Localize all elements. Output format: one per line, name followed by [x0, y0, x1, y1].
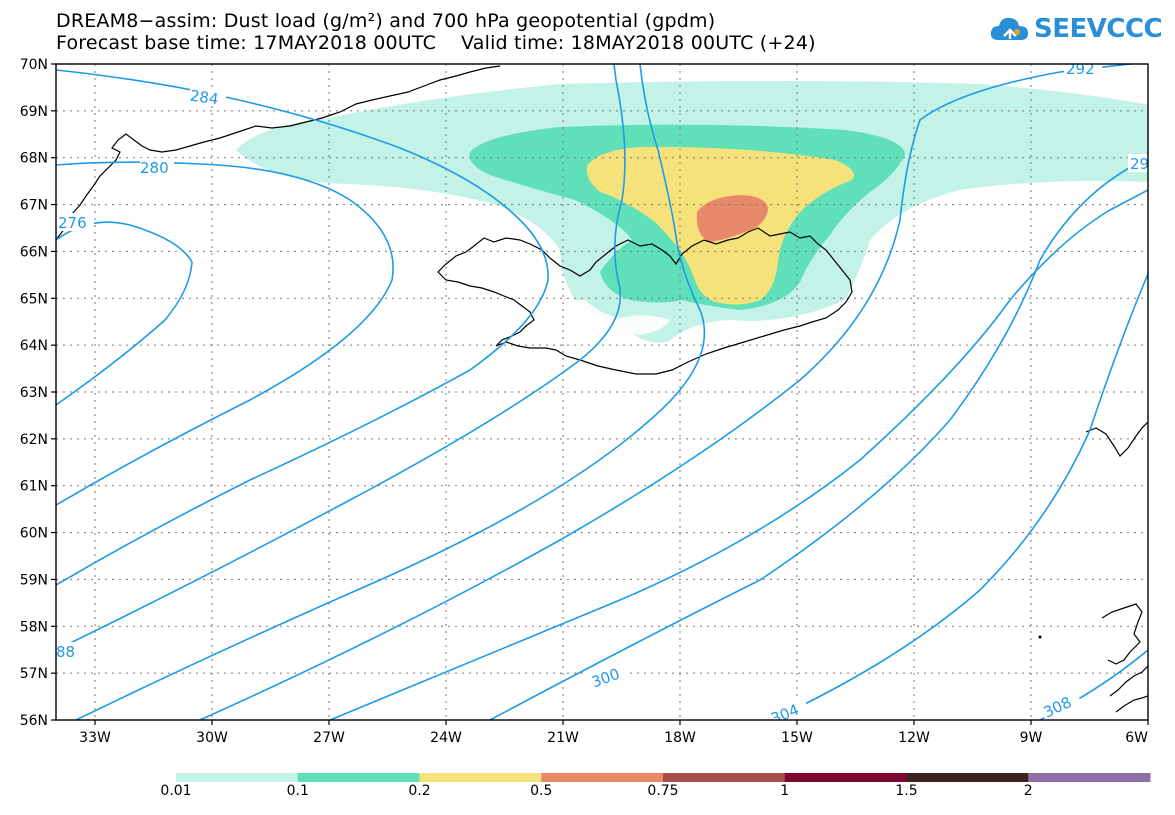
lon-label-6W: 6W	[1125, 730, 1148, 746]
chart-title: DREAM8−assim: Dust load (g/m²) and 700 h…	[56, 10, 716, 32]
colorbar-segment	[176, 773, 299, 782]
lon-label-33W: 33W	[79, 730, 111, 746]
colorbar-segment	[541, 773, 664, 782]
geopotential-contours	[56, 64, 1148, 720]
greenland-coastline	[56, 65, 501, 241]
lon-label-18W: 18W	[664, 730, 696, 746]
lat-label-69N: 69N	[20, 104, 48, 120]
scotland-coastline	[1109, 665, 1148, 697]
contour-label-276: 276	[58, 214, 87, 232]
lat-label-70N: 70N	[20, 57, 48, 73]
title-block: DREAM8−assim: Dust load (g/m²) and 700 h…	[56, 10, 816, 54]
lat-label-63N: 63N	[20, 385, 48, 401]
contour-284	[56, 69, 549, 586]
colorbar-label: 0.01	[160, 783, 192, 799]
lat-label-56N: 56N	[20, 713, 48, 729]
lat-label-59N: 59N	[20, 572, 48, 588]
contour-label-288: 88	[56, 643, 75, 661]
logo-text: SEEVCCC	[1034, 14, 1163, 44]
contour-280	[56, 161, 394, 506]
lon-label-21W: 21W	[547, 730, 579, 746]
colorbar-segment	[419, 773, 542, 782]
lon-label-24W: 24W	[430, 730, 462, 746]
colorbar-label: 1	[780, 783, 790, 799]
colorbar-label: 0.75	[647, 783, 679, 799]
colorbar-segment	[1028, 773, 1151, 782]
colorbar-label: 2	[1023, 783, 1033, 799]
colorbar-segment	[906, 773, 1029, 782]
lat-label-60N: 60N	[20, 526, 48, 542]
colorbar-label: 0.2	[408, 783, 431, 799]
contour-label-292: 292	[1066, 60, 1095, 78]
lat-label-58N: 58N	[20, 619, 48, 635]
lon-label-30W: 30W	[196, 730, 228, 746]
forecast-times: Forecast base time: 17MAY2018 00UTC Vali…	[56, 32, 816, 54]
contour-label-284: 284	[189, 87, 220, 109]
colorbar-segment	[297, 773, 420, 782]
lon-label-27W: 27W	[313, 730, 345, 746]
shetland-coastline	[1101, 603, 1143, 665]
lat-label-65N: 65N	[20, 291, 48, 307]
lat-label-64N: 64N	[20, 338, 48, 354]
lat-label-68N: 68N	[20, 151, 48, 167]
seevccc-logo: SEEVCCC	[990, 14, 1163, 44]
colorbar	[176, 773, 1151, 782]
contour-296b	[489, 157, 1148, 720]
colorbar-label: 1.5	[895, 783, 918, 799]
lat-label-62N: 62N	[20, 432, 48, 448]
contour-label-29: 29	[1130, 155, 1149, 173]
lon-label-15W: 15W	[781, 730, 813, 746]
faroe-coastline	[1085, 421, 1148, 457]
cloud-icon	[990, 17, 1028, 40]
lat-label-66N: 66N	[20, 244, 48, 260]
contour-label-280: 280	[140, 159, 169, 177]
colorbar-segment	[663, 773, 786, 782]
lon-label-12W: 12W	[898, 730, 930, 746]
lat-label-61N: 61N	[20, 479, 48, 495]
lon-label-9W: 9W	[1020, 730, 1043, 746]
colorbar-segment	[784, 773, 907, 782]
contour-288	[56, 64, 626, 651]
lat-label-57N: 57N	[20, 666, 48, 682]
contour-276	[56, 221, 193, 406]
contour-300	[329, 189, 1148, 720]
lat-label-67N: 67N	[20, 198, 48, 214]
contour-304	[771, 273, 1148, 720]
colorbar-label: 0.5	[530, 783, 553, 799]
contour-296	[199, 64, 1138, 720]
contour-292	[75, 64, 706, 720]
dust-field-0.5	[696, 195, 768, 242]
colorbar-label: 0.1	[286, 783, 309, 799]
